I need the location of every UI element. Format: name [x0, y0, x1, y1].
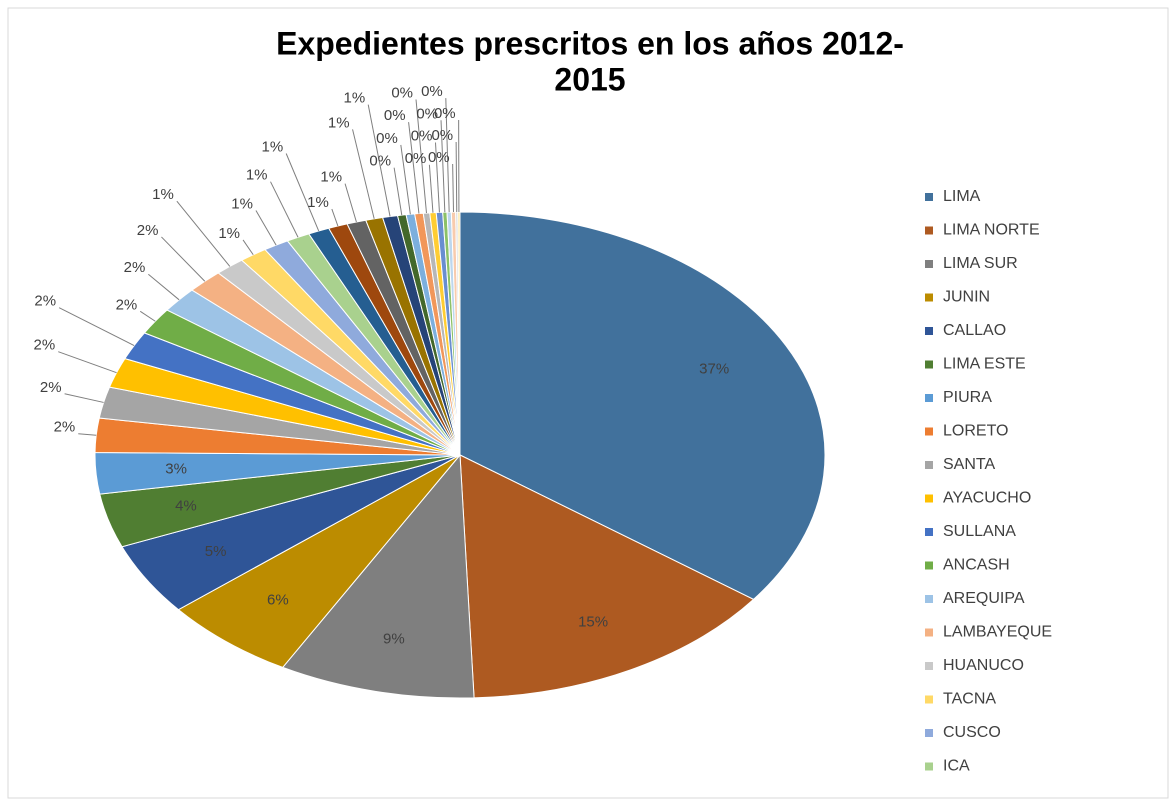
legend-label: ANCASH [943, 557, 1010, 574]
data-label: 6% [267, 592, 289, 609]
legend-swatch [925, 193, 933, 201]
legend-swatch [925, 696, 933, 704]
legend-label: LIMA ESTE [943, 356, 1026, 373]
legend-label: TACNA [943, 691, 996, 708]
chart-title: Expedientes prescritos en los años 2012- [276, 25, 904, 61]
data-label: 2% [34, 293, 56, 310]
legend-swatch [925, 327, 933, 335]
legend-swatch [925, 629, 933, 637]
legend-label: PIURA [943, 389, 992, 406]
data-label: 1% [261, 138, 283, 155]
legend-label: LIMA [943, 188, 981, 205]
data-label: 2% [40, 379, 62, 396]
data-label: 37% [699, 361, 729, 378]
data-label: 2% [34, 337, 56, 354]
legend-swatch [925, 729, 933, 737]
legend-label: HUANUCO [943, 657, 1024, 674]
data-label: 1% [152, 186, 174, 203]
legend-swatch [925, 562, 933, 570]
legend-label: CALLAO [943, 322, 1006, 339]
data-label: 4% [175, 497, 197, 514]
chart-title: 2015 [554, 61, 625, 97]
legend-swatch [925, 260, 933, 268]
data-label: 1% [320, 169, 342, 186]
legend-swatch [925, 461, 933, 469]
data-label: 3% [165, 460, 187, 477]
data-label: 1% [328, 114, 350, 131]
legend-swatch [925, 595, 933, 603]
data-label: 2% [54, 419, 76, 436]
legend-swatch [925, 495, 933, 503]
data-label: 1% [307, 194, 329, 211]
legend-label: AREQUIPA [943, 590, 1025, 607]
data-label: 1% [231, 196, 253, 213]
legend-label: LIMA NORTE [943, 222, 1040, 239]
data-label: 1% [344, 90, 366, 107]
legend-label: LORETO [943, 423, 1009, 440]
legend-swatch [925, 763, 933, 771]
data-label: 1% [218, 225, 240, 242]
legend-label: SANTA [943, 456, 995, 473]
legend-swatch [925, 361, 933, 369]
data-label: 2% [116, 296, 138, 313]
data-label: 2% [137, 222, 159, 239]
data-label: 0% [391, 84, 413, 101]
legend-label: JUNIN [943, 289, 990, 306]
data-label: 0% [421, 83, 443, 100]
legend-label: AYACUCHO [943, 490, 1031, 507]
data-label: 0% [434, 105, 456, 122]
data-label: 1% [246, 167, 268, 184]
legend-label: CUSCO [943, 724, 1001, 741]
data-label: 5% [205, 543, 227, 560]
data-label: 0% [428, 149, 450, 166]
legend-swatch [925, 294, 933, 302]
data-label: 0% [411, 127, 433, 144]
data-label: 9% [383, 630, 405, 647]
legend-swatch [925, 428, 933, 436]
legend-swatch [925, 394, 933, 402]
leader-line [456, 142, 457, 212]
legend-label: LAMBAYEQUE [943, 624, 1052, 641]
data-label: 0% [431, 127, 453, 144]
data-label: 15% [578, 614, 608, 631]
legend-label: ICA [943, 758, 970, 775]
data-label: 2% [124, 259, 146, 276]
data-label: 0% [376, 130, 398, 147]
legend-swatch [925, 528, 933, 536]
legend-label: SULLANA [943, 523, 1016, 540]
data-label: 0% [384, 107, 406, 124]
data-label: 0% [405, 150, 427, 167]
data-label: 0% [369, 153, 391, 170]
legend-label: LIMA SUR [943, 255, 1018, 272]
legend-swatch [925, 227, 933, 235]
legend-swatch [925, 662, 933, 670]
